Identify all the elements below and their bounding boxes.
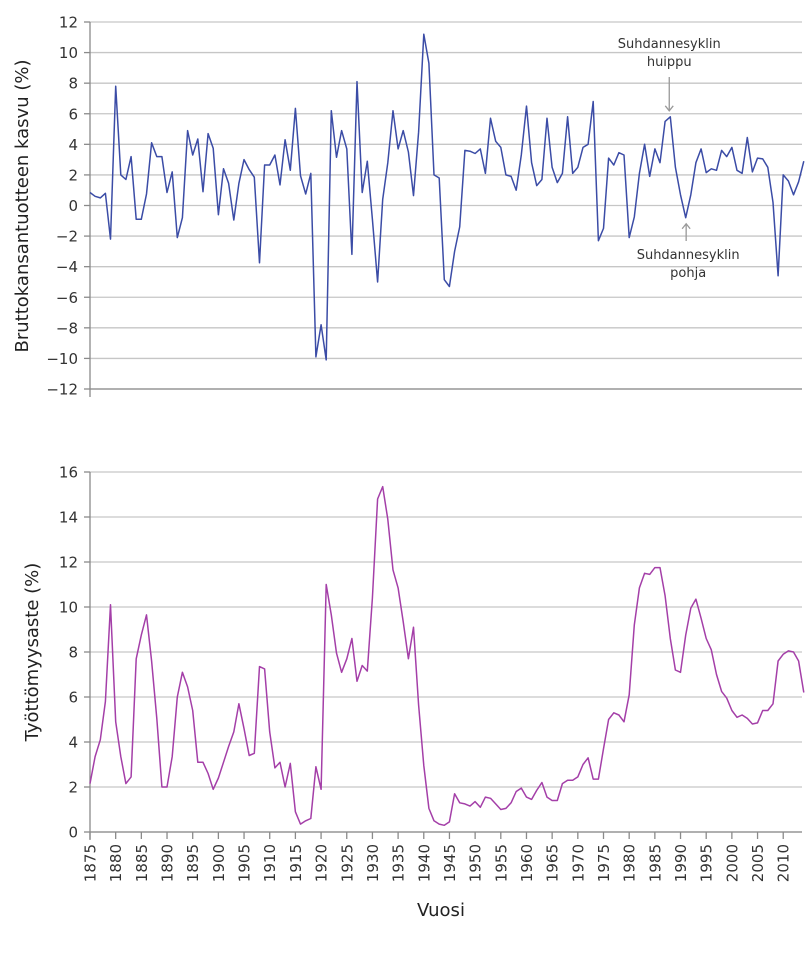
data-series-line [89, 33, 805, 361]
x-tick-label: 1955 [492, 844, 510, 882]
y-tick-label: 10 [59, 599, 78, 617]
x-tick-label: 1960 [518, 844, 536, 882]
annotation-text: pohja [670, 266, 706, 281]
y-tick-label: 10 [59, 44, 78, 62]
x-tick-label: 1970 [569, 844, 587, 882]
y-tick-label: 8 [68, 75, 78, 93]
y-tick-label: 8 [68, 644, 78, 662]
x-tick-label: 1910 [261, 844, 279, 882]
x-tick-label: 1925 [338, 844, 356, 882]
y-tick-label: −6 [56, 289, 78, 307]
y-tick-label: 4 [68, 136, 78, 154]
x-tick-label: 1945 [441, 844, 459, 882]
x-tick-label: 1895 [184, 844, 202, 882]
x-tick-label: 1990 [672, 844, 690, 882]
gdp-y-axis-title: Bruttokansantuotteen kasvu (%) [12, 60, 33, 353]
x-tick-label: 2010 [775, 844, 793, 882]
x-tick-label: 1995 [698, 844, 716, 882]
y-tick-label: 6 [68, 105, 78, 123]
y-tick-label: 14 [59, 509, 78, 527]
y-tick-label: 4 [68, 734, 78, 752]
x-tick-label: 1890 [159, 844, 177, 882]
annotation-text: huippu [647, 55, 692, 70]
x-tick-label: 2000 [723, 844, 741, 882]
x-tick-label: 1920 [313, 844, 331, 882]
trough-annotation: Suhdannesyklin pohja [637, 222, 740, 281]
y-tick-label: 0 [68, 197, 78, 215]
gdp-growth-chart: 12 10 8 6 4 2 0 −2 −4 −6 −8 −10 −12 Suhdannesyklin hui… [46, 14, 805, 399]
arrowhead [664, 105, 674, 112]
annotation-text: Suhdannesyklin [637, 248, 740, 263]
x-axis-title: Vuosi [417, 900, 465, 921]
y-tick-label: 2 [68, 166, 78, 184]
y-tick-label: −4 [56, 258, 78, 276]
y-tick-label: 12 [59, 554, 78, 572]
x-tick-label: 1940 [415, 844, 433, 882]
y-tick-label: 6 [68, 689, 78, 707]
y-tick-label: −8 [56, 319, 78, 337]
arrowhead [681, 222, 691, 230]
x-tick-label: 1975 [595, 844, 613, 882]
y-tick-label: −2 [56, 228, 78, 246]
x-tick-label: 1900 [210, 844, 228, 882]
y-tick-label: 16 [59, 464, 78, 482]
x-tick-label: 1950 [467, 844, 485, 882]
x-tick-label: 1880 [107, 844, 125, 882]
data-series-line [89, 485, 805, 827]
x-tick-label: 1875 [82, 844, 100, 882]
y-tick-label: −10 [46, 350, 78, 368]
x-tick-label: 1980 [621, 844, 639, 882]
unemployment-y-axis-title: Työttömyysaste (%) [22, 563, 43, 743]
y-tick-label: −12 [46, 381, 78, 399]
y-tick-label: 2 [68, 779, 78, 797]
x-tick-label: 1985 [646, 844, 664, 882]
x-tick-label: 1935 [390, 844, 408, 882]
x-tick-label: 2005 [749, 844, 767, 882]
peak-annotation: Suhdannesyklin huippu [618, 37, 721, 112]
x-tick-label: 1885 [133, 844, 151, 882]
y-tick-label: 12 [59, 14, 78, 32]
x-tick-label: 1905 [236, 844, 254, 882]
x-tick-label: 1930 [364, 844, 382, 882]
y-tick-label: 0 [68, 824, 78, 842]
annotation-text: Suhdannesyklin [618, 37, 721, 52]
x-tick-label: 1915 [287, 844, 305, 882]
x-tick-label: 1965 [544, 844, 562, 882]
